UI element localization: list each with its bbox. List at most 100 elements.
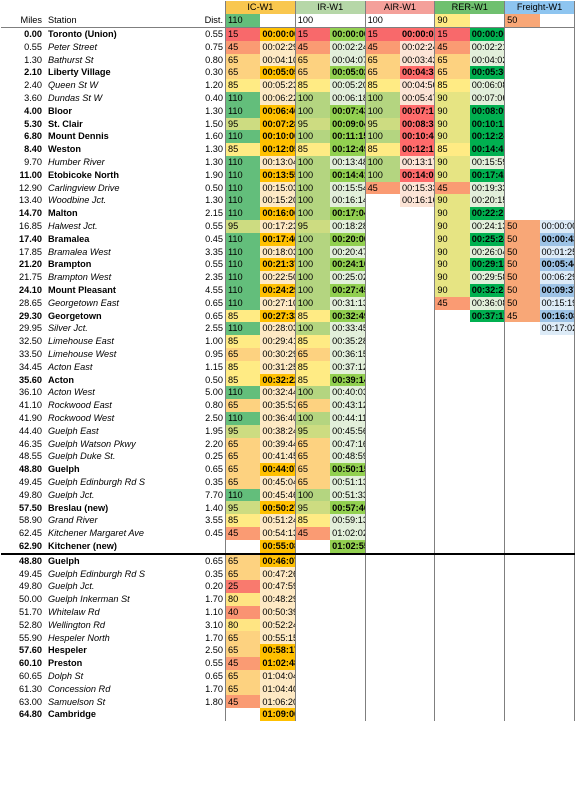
table-row[interactable]: 33.50 Limehouse West 0.95 65 00:30:29 65 00:36… bbox=[1, 347, 575, 361]
rer-time-cell: 00:14:41 bbox=[469, 143, 506, 156]
dist-cell: 1.30 bbox=[191, 143, 226, 156]
ic-time-cell: 00:16:06 bbox=[260, 207, 296, 220]
rer-time-cell bbox=[469, 605, 506, 619]
fr-speed-cell bbox=[505, 670, 540, 683]
ic-speed-cell: 110 bbox=[225, 168, 261, 182]
table-row[interactable]: 52.80 Wellington Rd 3.10 80 00:52:24 bbox=[1, 618, 575, 632]
ic-time-cell: 00:41:45 bbox=[260, 450, 296, 464]
fr-speed-cell bbox=[505, 695, 540, 708]
table-row[interactable]: 9.70 Humber River 1.30 110 00:13:04 100 00:13:… bbox=[1, 155, 575, 169]
ic-time-cell: 00:55:15 bbox=[260, 631, 296, 645]
table-row[interactable]: 4.00Bloor1.3011000:06:4010000:07:4310000… bbox=[1, 104, 575, 118]
rer-speed-cell bbox=[435, 619, 470, 632]
ic-speed-cell: 95 bbox=[225, 501, 261, 515]
rer-time-cell: 00:29:58 bbox=[469, 271, 506, 284]
fr-speed-cell bbox=[505, 631, 540, 644]
ir-speed-cell bbox=[295, 657, 330, 670]
air-speed-cell: 100 bbox=[365, 91, 400, 105]
table-row[interactable]: 62.45 Kitchener Margaret Ave 0.45 45 00:54:1… bbox=[1, 527, 575, 540]
table-row[interactable]: 8.40Weston1.308500:12:058500:12:498500:1… bbox=[1, 143, 575, 156]
table-row[interactable]: 63.00 Samuelson St 1.80 45 01:06:20 bbox=[1, 695, 575, 709]
table-row[interactable]: 44.40 Guelph East 1.95 95 00:38:24 95 00:45:56 bbox=[1, 424, 575, 438]
table-row[interactable]: 49.80 Guelph Jct. 0.20 25 00:47:59 bbox=[1, 580, 575, 594]
ir-time-cell bbox=[330, 695, 366, 709]
station-name: Cambridge bbox=[48, 709, 96, 720]
air-time-cell bbox=[399, 463, 436, 476]
table-row[interactable]: 50.00 Guelph Inkerman St 1.70 80 00:48:29 bbox=[1, 593, 575, 606]
air-time-cell bbox=[399, 399, 436, 412]
table-row[interactable]: 29.95 Silver Jct. 2.55 110 00:28:03 100 00:33:… bbox=[1, 322, 575, 336]
air-time-cell: 00:12:18 bbox=[399, 143, 436, 156]
service-rer-w1[interactable]: RER-W1 bbox=[434, 1, 506, 14]
fr-time-cell: 00:00:43 bbox=[539, 232, 575, 246]
table-row[interactable]: 21.75 Brampton West 2.35 110 00:22:50 100 00:2… bbox=[1, 271, 575, 284]
table-row[interactable]: 49.45 Guelph Edinburgh Rd S 0.35 65 00:45:04… bbox=[1, 475, 575, 489]
table-row[interactable]: 29.30Georgetown0.658500:27:338500:32:490… bbox=[1, 309, 575, 323]
dist-cell: 2.35 bbox=[191, 271, 226, 284]
service-freight-w1[interactable]: Freight-W1 bbox=[504, 1, 575, 14]
fr-time-cell bbox=[539, 539, 575, 554]
air-speed-cell bbox=[365, 246, 400, 259]
table-row[interactable]: 13.40 Woodbine Jct. 1.30 110 00:15:20 100 00:1… bbox=[1, 194, 575, 208]
rer-speed-cell: 90 bbox=[434, 168, 470, 182]
table-row[interactable]: 28.65 Georgetown East 0.65 110 00:27:10 100 00… bbox=[1, 296, 575, 310]
table-row[interactable]: 17.85 Bramalea West 3.35 110 00:18:03 100 00:2… bbox=[1, 245, 575, 259]
table-row[interactable]: 36.10 Acton West 5.00 110 00:32:44 100 00:40:0… bbox=[1, 386, 575, 400]
service-ic-w1[interactable]: IC-W1 bbox=[225, 1, 296, 14]
ic-time-cell: 00:10:00 bbox=[260, 130, 296, 144]
table-row[interactable]: 58.90 Grand River 3.55 85 00:51:24 85 00:59:13 bbox=[1, 514, 575, 528]
table-row[interactable]: 48.55 Guelph Duke St. 0.25 65 00:41:45 65 00:4… bbox=[1, 450, 575, 464]
table-row[interactable]: 41.10 Rockwood East 0.80 65 00:35:53 65 00:43:… bbox=[1, 399, 575, 412]
ic-time-cell: 01:04:04 bbox=[260, 669, 296, 683]
table-row[interactable]: 2.40 Queen St W 1.20 85 00:05:23 85 00:05:20 85… bbox=[1, 79, 575, 92]
table-row[interactable]: 61.30 Concession Rd 1.70 65 01:04:40 bbox=[1, 682, 575, 696]
service-ir-w1[interactable]: IR-W1 bbox=[294, 1, 366, 14]
table-row[interactable]: 0.55 Peter Street 0.75 45 00:02:29 45 00:02:24… bbox=[1, 40, 575, 54]
table-row[interactable]: 60.65 Dolph St 0.65 65 01:04:04 bbox=[1, 669, 575, 683]
air-speed-cell bbox=[365, 514, 400, 527]
table-row[interactable]: 49.45 Guelph Edinburgh Rd S 0.35 65 00:47:26 bbox=[1, 567, 575, 581]
table-row[interactable]: 62.90 Kitchener (new) 00:55:08 01:02:55 bbox=[1, 539, 575, 554]
rer-speed-cell: 90 bbox=[434, 104, 470, 118]
fr-speed-cell bbox=[505, 169, 540, 182]
table-row[interactable]: 12.90 Carlingview Drive 0.50 110 00:15:03 100… bbox=[1, 181, 575, 195]
air-speed-cell: 100 bbox=[365, 104, 400, 118]
air-time-cell bbox=[399, 424, 436, 438]
table-row[interactable]: 41.90 Rockwood West 2.50 110 00:36:40 100 00:4… bbox=[1, 411, 575, 425]
dist-cell: 1.70 bbox=[191, 682, 226, 696]
table-row[interactable]: 64.80 Cambridge 01:09:06 bbox=[1, 708, 575, 722]
table-row[interactable]: 46.35 Guelph Watson Pkwy 2.20 65 00:39:44 65 0… bbox=[1, 437, 575, 451]
table-row[interactable]: 55.90 Hespeler North 1.70 65 00:55:15 bbox=[1, 631, 575, 645]
table-row[interactable]: 3.60 Dundas St W 0.40 110 00:06:22 100 00:06:1… bbox=[1, 91, 575, 105]
fr-time-cell bbox=[539, 463, 575, 476]
table-row[interactable]: 32.50 Limehouse East 1.00 85 00:29:41 85 00:35… bbox=[1, 335, 575, 348]
table-row[interactable]: 1.30 Bathurst St 0.80 65 00:04:10 65 00:04:07 6… bbox=[1, 53, 575, 67]
table-row[interactable]: 34.45 Acton East 1.15 85 00:31:25 85 00:37:12 bbox=[1, 360, 575, 374]
fr-time-cell bbox=[539, 450, 575, 464]
air-speed-cell bbox=[365, 348, 400, 361]
service-air-w1[interactable]: AIR-W1 bbox=[364, 1, 436, 14]
table-row[interactable]: 49.80 Guelph Jct. 7.70 110 00:45:46 100 00:51:… bbox=[1, 488, 575, 502]
rer-speed-cell bbox=[435, 450, 470, 463]
table-row[interactable]: 16.85 Halwest Jct. 0.55 95 00:17:23 95 00:18:2… bbox=[1, 219, 575, 233]
table-row[interactable]: 51.70 Whitelaw Rd 1.10 40 00:50:39 bbox=[1, 605, 575, 619]
air-speed-cell bbox=[365, 450, 400, 463]
miles-cell: 49.80 bbox=[19, 581, 42, 592]
air-speed-cell bbox=[365, 683, 400, 696]
ic-speed-cell: 45 bbox=[225, 695, 261, 709]
